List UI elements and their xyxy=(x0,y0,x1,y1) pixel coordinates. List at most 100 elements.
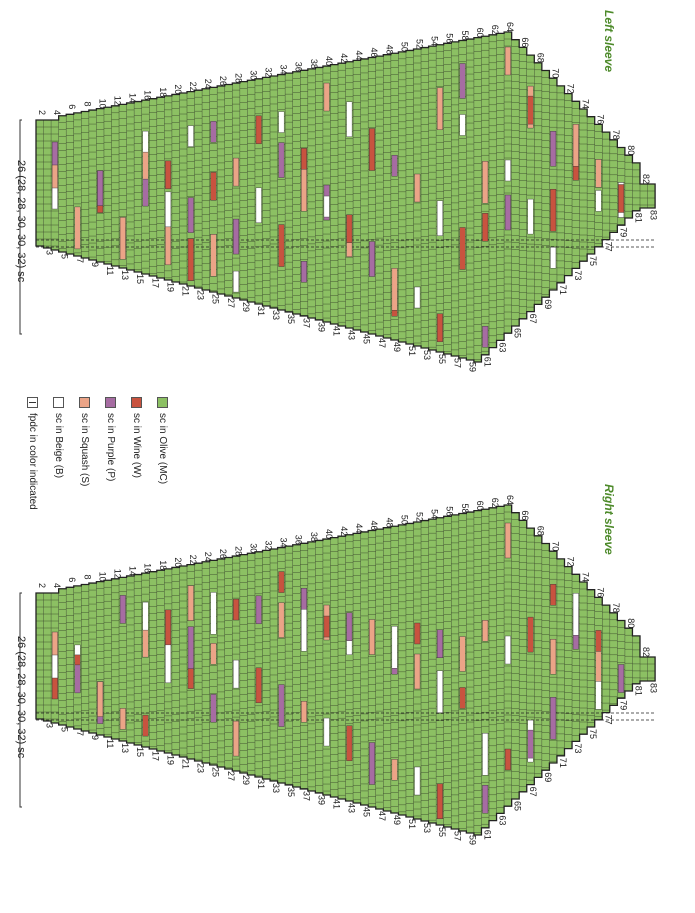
row-number-odd: 39 xyxy=(316,795,326,805)
color-stripe xyxy=(323,82,330,112)
row-number-even: 14 xyxy=(128,93,138,103)
color-stripe xyxy=(550,697,557,740)
legend-swatch xyxy=(53,397,64,408)
row-number-even: 52 xyxy=(415,512,425,522)
color-stripe xyxy=(233,659,240,689)
color-stripe xyxy=(550,188,557,232)
row-number-even: 6 xyxy=(67,104,77,109)
color-stripe xyxy=(436,87,443,130)
color-stripe xyxy=(97,170,104,206)
row-number-odd: 17 xyxy=(150,751,160,761)
row-number-even: 68 xyxy=(535,526,545,536)
row-number-odd: 25 xyxy=(211,294,221,304)
row-number-even: 56 xyxy=(445,33,455,43)
row-number-even: 24 xyxy=(203,79,213,89)
right-sleeve-chart: 2 468 10 12 14 16 18 20 22 24 26 28 30 32 34 36 38 40 42 44… xyxy=(19,495,659,845)
row-number-odd: 43 xyxy=(347,803,357,813)
color-stripe xyxy=(233,598,240,621)
row-number-odd: 69 xyxy=(543,299,553,309)
color-stripe xyxy=(550,584,557,606)
legend-swatch xyxy=(131,397,142,408)
color-stripe xyxy=(187,667,194,689)
row-number-odd: 83 xyxy=(649,210,659,220)
row-number-even: 30 xyxy=(248,543,258,553)
color-stripe xyxy=(595,190,602,212)
row-number-odd: 5 xyxy=(60,254,70,259)
row-number-odd: 77 xyxy=(603,242,613,252)
legend-label: sc in Wine (W) xyxy=(131,413,142,478)
color-stripe xyxy=(74,664,81,694)
row-number-even: 54 xyxy=(430,36,440,46)
row-number-odd: 63 xyxy=(498,342,508,352)
row-number-even: 34 xyxy=(279,65,289,75)
row-number-odd: 21 xyxy=(180,759,190,769)
row-number-odd: 29 xyxy=(241,775,251,785)
color-stripe xyxy=(278,111,285,133)
color-stripe xyxy=(187,626,194,669)
color-stripe xyxy=(595,650,602,686)
row-number-even: 22 xyxy=(188,555,198,565)
row-number-odd: 21 xyxy=(180,286,190,296)
row-number-odd: 75 xyxy=(588,729,598,739)
row-number-even: 72 xyxy=(566,557,576,567)
row-number-even: 44 xyxy=(354,523,364,533)
color-stripe xyxy=(233,270,240,293)
row-number-even: 36 xyxy=(294,62,304,72)
row-number-odd: 65 xyxy=(513,801,523,811)
row-number-even: 14 xyxy=(128,566,138,576)
color-stripes xyxy=(51,46,625,348)
color-stripe xyxy=(346,725,353,761)
color-stripe xyxy=(346,214,353,243)
row-number-even: 82 xyxy=(641,647,651,657)
row-number-even: 10 xyxy=(97,572,107,582)
left-sleeve-title: Left sleeve xyxy=(602,10,616,73)
row-number-odd: 71 xyxy=(558,285,568,295)
row-number-even: 62 xyxy=(490,498,500,508)
row-number-even: 8 xyxy=(82,101,92,106)
color-stripe xyxy=(414,622,421,645)
color-stripe xyxy=(301,169,308,212)
row-number-odd: 23 xyxy=(196,763,206,773)
row-number-even: 8 xyxy=(82,574,92,579)
row-number-odd: 61 xyxy=(482,830,492,840)
color-stripe xyxy=(51,187,58,210)
color-stripe xyxy=(187,125,194,147)
row-number-even: 52 xyxy=(415,39,425,49)
row-number-even: 80 xyxy=(626,618,636,628)
color-stripe xyxy=(595,630,602,652)
color-stripe xyxy=(165,191,172,228)
color-stripe xyxy=(482,733,489,776)
color-stripe xyxy=(255,595,262,625)
color-stripe xyxy=(142,601,149,631)
row-number-odd: 59 xyxy=(467,362,477,372)
color-stripe xyxy=(210,234,217,277)
color-stripe xyxy=(436,313,443,342)
color-stripe xyxy=(527,729,534,759)
color-stripe xyxy=(572,124,579,167)
row-number-odd: 33 xyxy=(271,783,281,793)
color-stripe xyxy=(414,766,421,796)
color-stripe xyxy=(278,602,285,638)
row-number-odd: 79 xyxy=(618,700,628,710)
row-number-even: 60 xyxy=(475,501,485,511)
color-stripe xyxy=(119,708,126,730)
color-stripe xyxy=(323,615,330,638)
legend-swatch xyxy=(157,397,168,408)
row-number-odd: 45 xyxy=(362,807,372,817)
row-number-odd: 15 xyxy=(135,274,145,284)
color-stripe xyxy=(346,101,353,137)
color-stripe xyxy=(459,227,466,270)
color-stripe xyxy=(482,785,489,814)
color-stripe xyxy=(255,667,262,704)
color-stripe xyxy=(595,159,602,188)
row-number-even: 56 xyxy=(445,506,455,516)
color-stripe xyxy=(142,130,149,153)
row-number-odd: 37 xyxy=(301,318,311,328)
row-number-even: 10 xyxy=(97,99,107,109)
color-stripe xyxy=(391,155,398,177)
row-number-odd: 7 xyxy=(75,258,85,263)
legend-swatch xyxy=(105,397,116,408)
row-number-odd: 9 xyxy=(90,262,100,267)
color-stripe xyxy=(391,759,398,781)
